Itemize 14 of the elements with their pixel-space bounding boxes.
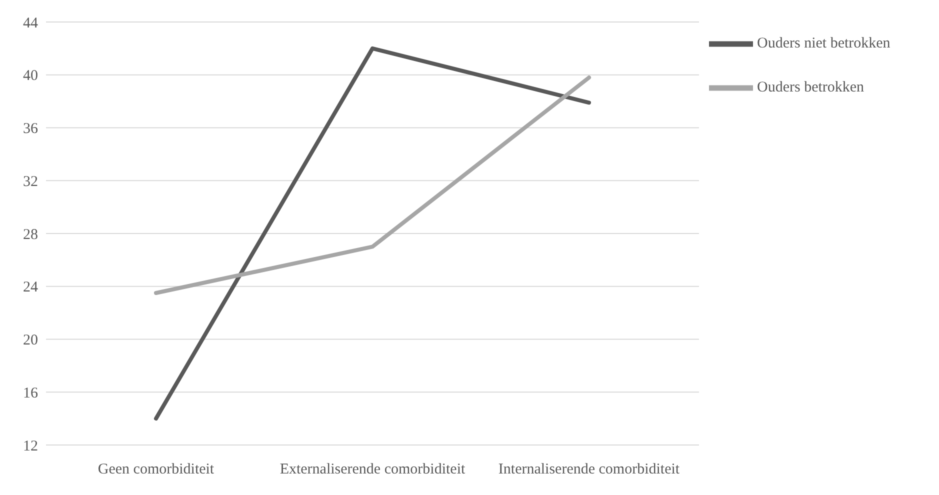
x-tick-label: Internaliserende comorbiditeit [498,462,680,478]
y-tick-label: 40 [23,68,38,84]
y-tick-label: 24 [23,280,38,296]
x-tick-label: Geen comorbiditeit [98,462,215,478]
y-tick-label: 44 [23,15,38,32]
y-tick-label: 12 [23,438,38,454]
x-tick-label: Externaliserende comorbiditeit [280,462,466,478]
y-tick-label: 36 [23,121,38,138]
y-tick-label: 16 [23,385,38,402]
legend-label: Ouders betrokken [757,79,864,96]
legend-label: Ouders niet betrokken [757,35,890,52]
y-tick-label: 32 [23,174,38,190]
y-tick-label: 28 [23,226,38,243]
y-tick-label: 20 [23,332,38,349]
